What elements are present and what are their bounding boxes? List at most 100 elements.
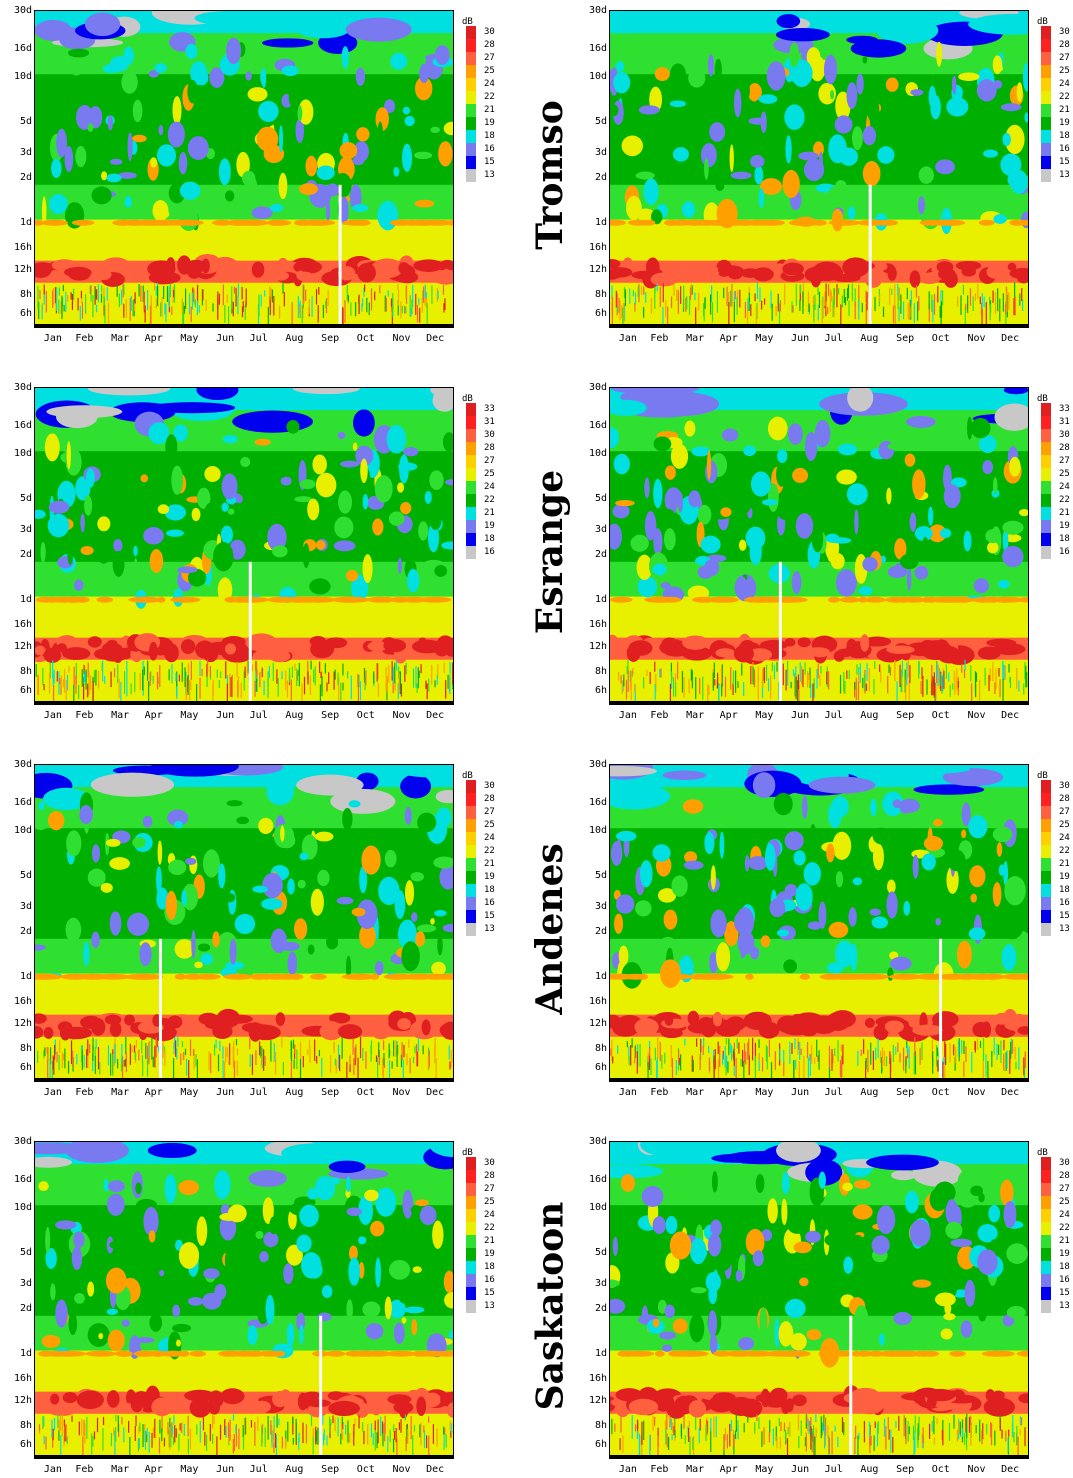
- heatmap-streak: [689, 287, 692, 300]
- heatmap-streak: [906, 1043, 908, 1054]
- y-tick-label: 8h: [594, 289, 607, 301]
- heatmap-blob: [871, 1235, 890, 1255]
- heatmap-streak: [684, 1038, 686, 1046]
- heatmap-blob: [187, 136, 209, 160]
- heatmap-streak: [143, 666, 145, 676]
- heatmap-streak: [299, 1059, 302, 1079]
- heatmap-streak: [169, 1417, 171, 1430]
- colorbar-swatch: [1041, 143, 1051, 156]
- heatmap-streak: [1008, 1429, 1010, 1437]
- heatmap-streak: [677, 290, 679, 314]
- heatmap-blob: [356, 899, 378, 930]
- heatmap-streak: [58, 287, 60, 296]
- heatmap-streak: [743, 1043, 746, 1062]
- heatmap-streak: [670, 662, 673, 677]
- heatmap-streak: [224, 305, 226, 324]
- heatmap-streak: [770, 675, 772, 689]
- heatmap-streak: [107, 302, 110, 324]
- colorbar-label: 15: [484, 1288, 495, 1298]
- heatmap-streak: [385, 666, 387, 691]
- heatmap-streak: [444, 298, 446, 311]
- heatmap-blob: [189, 1397, 211, 1418]
- heatmap-band: [35, 1372, 453, 1393]
- heatmap-streak: [42, 668, 44, 686]
- heatmap-streak: [758, 1417, 760, 1429]
- heatmap-streak: [868, 1421, 871, 1438]
- heatmap-streak: [425, 1435, 428, 1449]
- x-tick-label: May: [755, 1464, 774, 1475]
- colorbar-swatch: [1041, 1157, 1051, 1170]
- heatmap-streak: [233, 286, 236, 294]
- heatmap-blob: [371, 258, 404, 279]
- heatmap-blob: [84, 12, 121, 37]
- heatmap-streak: [902, 301, 905, 320]
- heatmap-streak: [783, 1061, 785, 1076]
- heatmap-streak: [771, 662, 773, 672]
- heatmap-streak: [170, 1424, 172, 1448]
- heatmap-streak: [412, 1435, 414, 1456]
- heatmap-blob: [1006, 1306, 1026, 1319]
- heatmap-streak: [71, 1415, 73, 1422]
- heatmap-streak: [349, 1433, 351, 1443]
- heatmap-streak: [180, 1053, 182, 1065]
- heatmap-blob: [920, 640, 953, 661]
- heatmap-streak: [53, 1418, 56, 1431]
- heatmap-blob: [985, 529, 1001, 543]
- heatmap-streak: [665, 1429, 667, 1445]
- heatmap-streak: [210, 1053, 212, 1074]
- heatmap-streak: [656, 1060, 658, 1079]
- heatmap-streak: [974, 293, 977, 302]
- heatmap-blob: [197, 943, 211, 952]
- heatmap-streak: [269, 286, 271, 308]
- heatmap-streak: [70, 292, 72, 300]
- heatmap-blob: [68, 48, 90, 58]
- heatmap-streak: [726, 1055, 728, 1071]
- heatmap-streak: [89, 1044, 91, 1053]
- heatmap-streak: [254, 680, 256, 697]
- heatmap-blob: [978, 1193, 985, 1203]
- heatmap-streak: [892, 306, 895, 324]
- heatmap-blob: [798, 151, 819, 161]
- heatmap-blob: [287, 973, 304, 980]
- heatmap-blob: [299, 852, 309, 861]
- heatmap-blob: [262, 872, 283, 899]
- heatmap-streak: [73, 684, 75, 702]
- heatmap-blob: [59, 1025, 71, 1041]
- heatmap-streak: [97, 670, 100, 689]
- heatmap-streak: [301, 305, 303, 324]
- heatmap-streak: [912, 1425, 915, 1440]
- heatmap-streak: [654, 286, 656, 309]
- heatmap-blob: [353, 409, 375, 437]
- x-tick-label: Jul: [824, 333, 843, 344]
- heatmap-streak: [888, 1429, 890, 1440]
- heatmap-streak: [628, 1046, 630, 1061]
- heatmap-streak: [174, 1036, 176, 1050]
- heatmap-streak: [393, 1040, 395, 1057]
- colorbar-label: 28: [1059, 443, 1070, 453]
- heatmap-streak: [341, 1416, 343, 1425]
- heatmap-streak: [640, 285, 643, 295]
- y-tick-label: 3d: [19, 524, 32, 536]
- heatmap-blob: [669, 63, 687, 87]
- heatmap-streak: [245, 288, 247, 305]
- heatmap-blob: [329, 1177, 341, 1185]
- heatmap-blob: [661, 973, 693, 980]
- y-tick-label: 5d: [19, 492, 32, 504]
- heatmap-blob: [715, 181, 725, 191]
- heatmap-streak: [936, 1418, 938, 1425]
- heatmap-streak: [335, 1059, 337, 1074]
- heatmap-streak: [66, 674, 69, 691]
- heatmap-streak: [277, 678, 279, 697]
- heatmap-streak: [294, 663, 296, 671]
- heatmap-blob: [211, 219, 233, 226]
- heatmap-streak: [416, 1045, 418, 1067]
- heatmap-streak: [798, 1435, 800, 1449]
- heatmap-streak: [617, 1045, 619, 1054]
- heatmap-blob: [887, 265, 897, 281]
- heatmap-streak: [83, 1054, 85, 1068]
- heatmap-band: [610, 1372, 1028, 1393]
- y-tick-label: 6h: [19, 1439, 32, 1451]
- heatmap-streak: [146, 660, 149, 681]
- x-tick-label: Aug: [860, 1087, 879, 1098]
- heatmap-streak: [647, 1061, 649, 1079]
